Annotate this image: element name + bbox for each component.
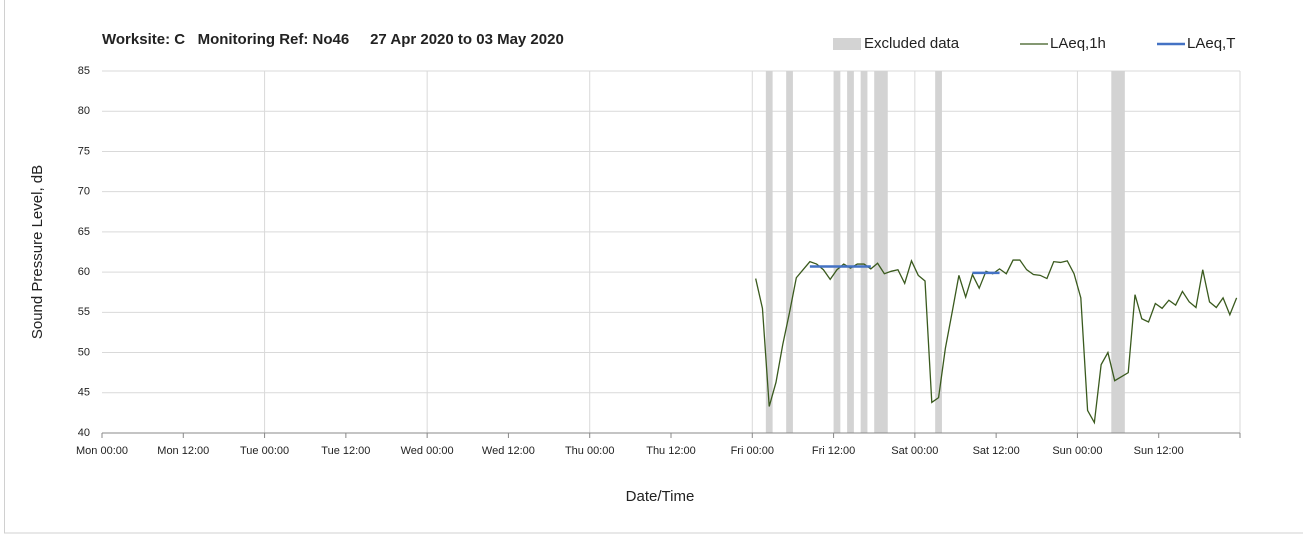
y-tick-label: 80 xyxy=(78,105,90,117)
x-tick-label: Fri 00:00 xyxy=(731,445,774,457)
x-tick-label: Thu 00:00 xyxy=(565,445,615,457)
series-line xyxy=(755,259,1238,425)
y-tick-label: 55 xyxy=(78,306,90,318)
x-tick-label: Wed 12:00 xyxy=(482,445,535,457)
y-tick-label: 75 xyxy=(78,145,90,157)
legend-label: Excluded data xyxy=(864,35,960,52)
x-tick-label: Sat 12:00 xyxy=(973,445,1020,457)
x-tick-label: Fri 12:00 xyxy=(812,445,855,457)
excluded-band xyxy=(860,71,868,433)
excluded-band xyxy=(1111,71,1125,433)
x-axis-label: Date/Time xyxy=(626,488,695,505)
excluded-band xyxy=(847,71,854,433)
y-tick-label: 60 xyxy=(78,266,90,278)
x-tick-label: Mon 12:00 xyxy=(157,445,209,457)
y-tick-label: 50 xyxy=(78,346,90,358)
chart-title: Worksite: C Monitoring Ref: No46 27 Apr … xyxy=(102,31,564,48)
excluded-band xyxy=(786,71,793,433)
y-tick-label: 85 xyxy=(78,65,90,77)
x-tick-label: Thu 12:00 xyxy=(646,445,696,457)
y-tick-label: 70 xyxy=(78,186,90,198)
y-tick-label: 40 xyxy=(78,427,90,439)
x-tick-label: Mon 00:00 xyxy=(76,445,128,457)
x-tick-label: Sun 00:00 xyxy=(1052,445,1102,457)
chart-border xyxy=(4,0,1303,534)
excluded-band xyxy=(833,71,841,433)
excluded-band xyxy=(935,71,942,433)
legend-swatch xyxy=(833,38,861,50)
legend-label: LAeq,T xyxy=(1187,35,1235,52)
x-tick-label: Tue 12:00 xyxy=(321,445,370,457)
x-tick-label: Wed 00:00 xyxy=(401,445,454,457)
y-axis-label: Sound Pressure Level, dB xyxy=(29,165,46,339)
y-tick-label: 65 xyxy=(78,226,90,238)
y-tick-label: 45 xyxy=(78,387,90,399)
excluded-band xyxy=(874,71,888,433)
x-tick-label: Tue 00:00 xyxy=(240,445,289,457)
x-tick-label: Sat 00:00 xyxy=(891,445,938,457)
x-tick-label: Sun 12:00 xyxy=(1134,445,1184,457)
legend-label: LAeq,1h xyxy=(1050,35,1106,52)
excluded-band xyxy=(765,71,773,433)
